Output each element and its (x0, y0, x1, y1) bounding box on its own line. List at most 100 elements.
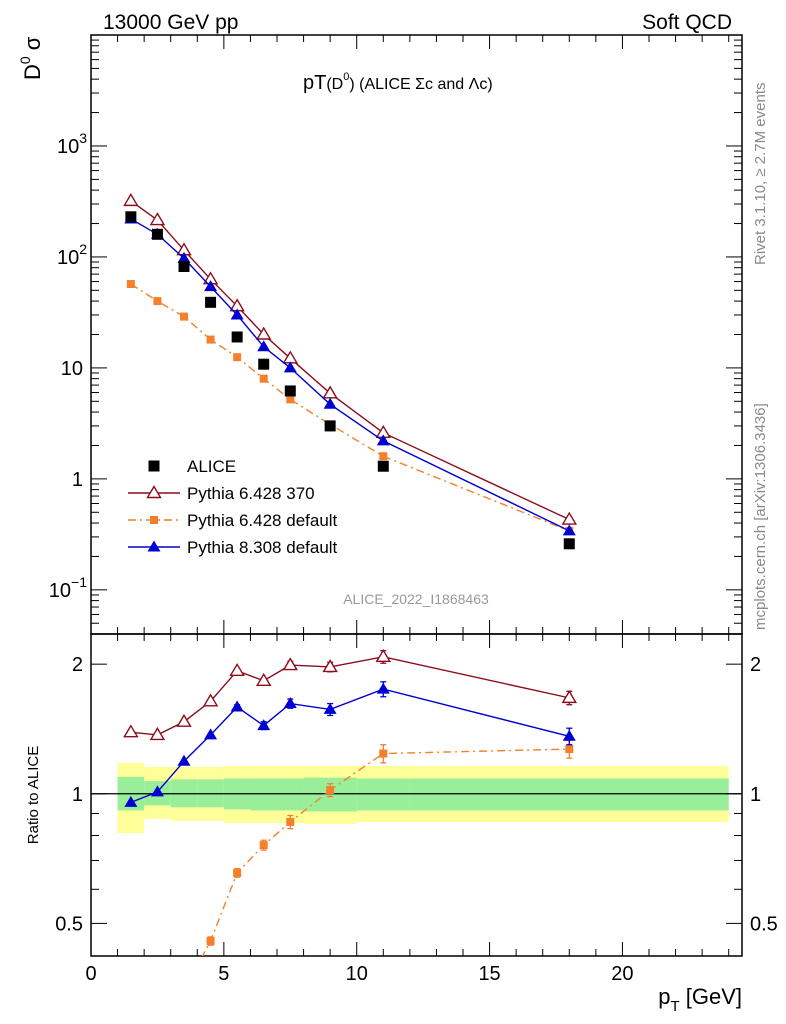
data-point (206, 335, 215, 344)
data-point (123, 193, 139, 207)
data-point (259, 841, 268, 850)
y-tick-label: 103 (57, 130, 87, 158)
data-point (257, 719, 271, 731)
data-point (283, 361, 297, 373)
data-point (125, 211, 137, 223)
x-tick-label: 5 (218, 963, 229, 985)
data-point (322, 659, 338, 673)
ratio-band-inner (409, 778, 729, 811)
data-point (255, 672, 272, 686)
data-point (180, 312, 188, 321)
y-tick-label: 10 (61, 358, 83, 380)
x-axis-label: pT [GeV] (658, 984, 742, 1015)
data-point (282, 657, 299, 671)
y-tick-label: 102 (57, 241, 87, 269)
data-point (259, 374, 268, 383)
data-point (204, 280, 218, 292)
header-right: Soft QCD (642, 11, 732, 34)
analysis-label: ALICE_2022_I1868463 (343, 591, 489, 607)
data-point (255, 326, 272, 340)
data-point (149, 727, 166, 741)
ratio-plot: 0 5 10 15 20 0.5 0.5 1 1 2 2 (55, 35, 778, 985)
data-point (123, 724, 139, 738)
data-point (229, 662, 245, 677)
data-point (286, 817, 295, 826)
y-tick-label: 1 (72, 469, 83, 491)
data-point (376, 434, 390, 446)
data-point (202, 693, 219, 707)
ratio-y-tick-label-right: 0.5 (750, 913, 778, 935)
ratio-band-inner (250, 778, 277, 811)
ratio-y-tick-label-right: 2 (750, 654, 761, 676)
upper-plot-title: pT(D0) (ALICE Σc and Λc) (303, 71, 493, 94)
x-tick-label: 20 (611, 963, 633, 985)
data-point (147, 540, 161, 552)
data-point (176, 713, 192, 727)
data-point (150, 516, 158, 524)
ratio-series-line (130, 656, 570, 736)
data-point (377, 460, 389, 472)
y-tick-label: 10−1 (49, 574, 87, 602)
ratio-plot-frame (90, 633, 743, 957)
header-left: 13000 GeV pp (103, 11, 238, 34)
ratio-series-line (201, 748, 570, 956)
upper-y-axis-label: D0 σ (17, 36, 45, 80)
ratio-y-axis-label: Ratio to ALICE (25, 746, 42, 844)
data-point (153, 297, 162, 306)
rivet-label: Rivet 3.1.10, ≥ 2.7M events (752, 83, 769, 266)
data-point (379, 749, 388, 758)
ratio-y-tick-label: 0.5 (55, 913, 83, 935)
data-point (178, 261, 190, 273)
data-point (204, 728, 218, 740)
x-tick-label: 10 (346, 963, 368, 985)
data-point (257, 340, 271, 352)
ratio-band-inner (356, 778, 410, 811)
series-line (130, 200, 570, 521)
ratio-y-tick-label-right: 1 (750, 784, 761, 806)
data-point (233, 353, 242, 362)
data-point (148, 460, 160, 472)
series-line (130, 283, 570, 532)
data-point (151, 228, 163, 240)
data-point (149, 212, 166, 226)
data-point (561, 690, 578, 704)
data-point (150, 785, 164, 797)
mcplots-label: mcplots.cern.ch [arXiv:1306.3436] (752, 403, 769, 630)
data-point (323, 702, 337, 714)
data-point (283, 697, 297, 709)
data-point (376, 682, 390, 694)
data-point (565, 745, 574, 754)
ratio-series-line (130, 688, 570, 804)
data-point (233, 868, 242, 877)
legend-entry: Pythia 6.428 370 (187, 484, 315, 503)
data-point (231, 331, 243, 343)
data-point (230, 700, 244, 712)
data-point (126, 280, 135, 289)
data-point (258, 358, 270, 370)
legend-entry: Pythia 6.428 default (187, 511, 338, 530)
upper-plot: 10−1 1 10 102 103 (49, 34, 743, 635)
data-point (562, 524, 576, 536)
data-point (323, 397, 337, 409)
data-point (379, 452, 388, 461)
legend-entry: Pythia 8.308 default (187, 538, 338, 557)
x-tick-label: 15 (478, 963, 500, 985)
data-point (324, 420, 336, 432)
data-point (375, 648, 392, 663)
data-point (205, 296, 217, 308)
ratio-band-inner (277, 778, 304, 811)
x-tick-label: 0 (85, 963, 96, 985)
data-point (177, 251, 191, 263)
data-point (146, 485, 162, 499)
data-point (562, 729, 576, 741)
data-point (286, 395, 295, 404)
data-point (284, 385, 296, 397)
data-point (230, 308, 244, 320)
legend: ALICE Pythia 6.428 370 Pythia 6.428 defaul… (128, 457, 338, 557)
data-point (563, 538, 575, 550)
ratio-series (123, 648, 578, 956)
ratio-y-tick-label: 1 (72, 784, 83, 806)
ratio-y-tick-label: 2 (72, 654, 83, 676)
data-point (561, 511, 578, 525)
